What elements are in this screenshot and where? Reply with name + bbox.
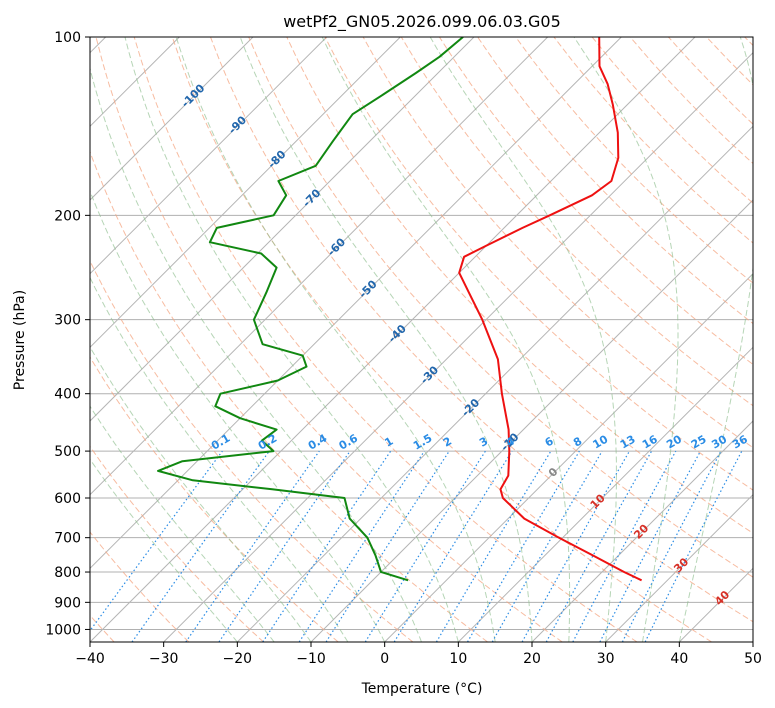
isotherm-line [90,37,328,275]
y-tick-label: 900 [54,595,81,611]
dry-adiabat [90,150,488,642]
y-tick-label: 600 [54,491,81,507]
moist-adiabat [321,37,571,642]
plot-frame [89,36,754,643]
isotherm-line [90,37,254,201]
isotherm-line [90,37,622,570]
mixing-ratio-line [545,450,653,642]
moist-adiabat [90,405,275,642]
y-tick-label: 800 [54,565,81,581]
x-tick-label: 50 [744,651,762,667]
plot-area [90,37,753,642]
isotherm-line [163,51,753,642]
moist-adiabat [90,189,386,642]
dry-adiabat [90,356,339,642]
x-axis-label: Temperature (°C) [361,681,483,697]
y-tick-label: 400 [54,387,81,403]
dewpoint-profile-line [157,37,464,582]
y-axis-label: Pressure (hPa) [12,290,28,390]
dry-adiabat [90,445,264,642]
dry-adiabat [400,37,753,407]
y-tick-label: 300 [54,313,81,329]
x-tick-label: −30 [149,651,179,667]
moist-adiabat [90,346,312,642]
mixing-ratio-line [393,450,513,642]
isotherm-line [384,272,753,642]
dry-adiabat [515,37,753,284]
y-tick-label: 1000 [45,622,81,638]
mixing-ratio-line [262,450,392,642]
moist-adiabat [90,276,349,642]
isotherm-line [457,346,753,642]
x-tick-label: −10 [296,651,326,667]
axes: −40 −30 −20 −10 0 10 20 30 40 50 100 200 300 400 500 60… [45,30,762,667]
moist-adiabat [124,37,459,642]
x-tick-label: 0 [380,651,389,667]
dry-adiabat [171,37,712,642]
x-tick-label: −20 [223,651,253,667]
isotherm-line [90,37,549,496]
dry-adiabat [438,37,753,366]
dry-adiabat [95,37,563,642]
moist-adiabat [90,458,238,642]
mixing-ratio-line [218,450,351,642]
dry-adiabat [90,531,190,642]
x-tick-label: −40 [75,651,105,667]
mixing-ratio-line [185,450,320,642]
moist-adiabat [429,37,617,642]
mixing-ratio-line [521,450,631,642]
x-tick-label: 20 [523,651,541,667]
x-tick-label: 10 [449,651,467,667]
dry-adiabat [248,37,753,578]
temperature-profile-line [458,37,643,582]
dry-adiabat [133,37,638,642]
moist-adiabat [175,37,496,642]
mixing-ratio-line [298,450,425,642]
dry-adiabat [286,37,753,534]
mixing-ratio-line [131,450,270,642]
plot-content [90,37,753,642]
x-tick-label: 30 [597,651,615,667]
moist-adiabat [678,37,753,642]
moist-adiabat [90,66,422,642]
isotherm-line [605,493,753,642]
mixing-ratio-line [572,450,677,642]
moist-adiabat [239,37,533,642]
chart-title: wetPf2_GN05.2026.099.06.03.G05 [283,12,561,32]
mixing-ratio-line [325,450,450,642]
isotherm-line [236,125,753,642]
isotherm-line [90,37,401,349]
y-tick-label: 100 [54,30,81,46]
isotherm-line [90,37,475,422]
isotherm-line [531,420,753,642]
dry-adiabat [210,37,753,623]
moist-adiabat [573,37,679,642]
y-tick-label: 700 [54,531,81,547]
x-tick-label: 40 [670,651,688,667]
y-tick-label: 200 [54,208,81,224]
y-tick-label: 500 [54,444,81,460]
mixing-ratio-line [644,450,743,642]
mixing-ratio-line [90,450,223,632]
